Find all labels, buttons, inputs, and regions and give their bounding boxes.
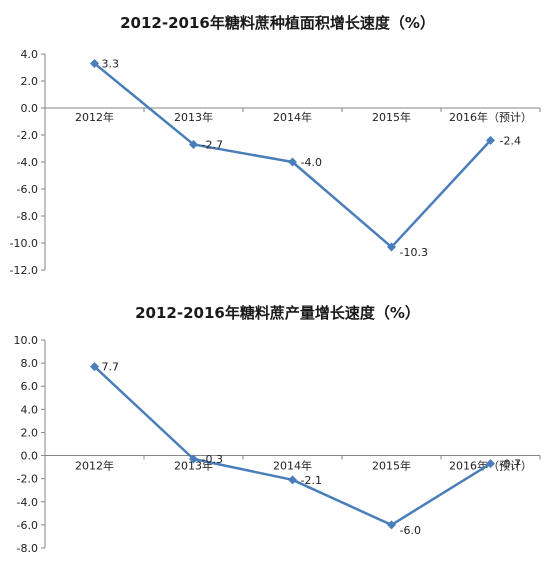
series-line bbox=[93, 365, 492, 527]
data-label: -2.1 bbox=[301, 474, 322, 487]
data-point-marker bbox=[288, 475, 297, 485]
series-line bbox=[93, 62, 492, 249]
y-tick-label: 0.0 bbox=[21, 102, 39, 115]
x-tick-label: 2015年 bbox=[372, 459, 411, 473]
area-growth-chart: 4.0 2.0 0.0 -2.0 -4.0 -6.0 -8.0 -10.0 -12.0 2012年… bbox=[10, 48, 541, 277]
data-point-marker bbox=[486, 135, 495, 145]
chart-title: 2012-2016年糖料蔗种植面积增长速度（%） bbox=[120, 14, 435, 32]
data-point-marker bbox=[189, 139, 198, 149]
y-tick-label: -6.0 bbox=[17, 519, 38, 532]
data-label: -0.7 bbox=[500, 458, 521, 471]
x-tick-label: 2013年 bbox=[174, 110, 213, 124]
y-tick-label: -10.0 bbox=[10, 237, 38, 250]
x-tick-label: 2014年 bbox=[273, 110, 312, 124]
chart-panel-output: 2012-2016年糖料蔗产量增长速度（%） 10.0 8.0 6.0 4.0 2.0 0… bbox=[0, 290, 555, 575]
x-tick-label: 2012年 bbox=[75, 459, 114, 473]
data-point-marker bbox=[90, 58, 99, 68]
y-tick-label: -8.0 bbox=[17, 210, 38, 223]
y-tick-label: 8.0 bbox=[21, 357, 39, 370]
x-tick-label: 2014年 bbox=[273, 459, 312, 473]
y-tick-label: 2.0 bbox=[21, 75, 39, 88]
data-point-marker bbox=[288, 157, 297, 167]
y-tick-label: -4.0 bbox=[17, 496, 38, 509]
data-point-marker bbox=[90, 362, 99, 372]
data-point-marker bbox=[189, 454, 198, 464]
data-label: -0.3 bbox=[202, 453, 223, 466]
data-label: -6.0 bbox=[400, 524, 421, 537]
chart-panel-area: 2012-2016年糖料蔗种植面积增长速度（%） 4.0 2.0 0.0 -2.0 -4… bbox=[0, 0, 555, 285]
data-label: -2.7 bbox=[202, 138, 223, 151]
y-tick-label: -4.0 bbox=[17, 156, 38, 169]
y-tick-label: -2.0 bbox=[17, 129, 38, 142]
y-tick-label: -8.0 bbox=[17, 542, 38, 555]
y-tick-label: 4.0 bbox=[21, 403, 39, 416]
y-tick-label: -12.0 bbox=[10, 264, 38, 277]
data-label: 3.3 bbox=[102, 57, 120, 70]
output-growth-chart: 10.0 8.0 6.0 4.0 2.0 0.0 -2.0 -4.0 -6.0 -8.0 2012年… bbox=[14, 334, 541, 555]
y-tick-label: 10.0 bbox=[14, 334, 39, 347]
x-tick-label: 2016年（预计） bbox=[449, 110, 532, 124]
x-tick-label: 2012年 bbox=[75, 110, 114, 124]
data-point-marker bbox=[387, 520, 396, 530]
y-tick-label: 0.0 bbox=[21, 450, 39, 463]
data-label: -10.3 bbox=[400, 246, 428, 259]
data-label: -4.0 bbox=[301, 156, 322, 169]
x-tick-label: 2015年 bbox=[372, 110, 411, 124]
data-point-marker bbox=[387, 242, 396, 252]
chart-title: 2012-2016年糖料蔗产量增长速度（%） bbox=[135, 304, 420, 322]
y-tick-label: 2.0 bbox=[21, 426, 39, 439]
data-label: 7.7 bbox=[102, 361, 120, 374]
data-label: -2.4 bbox=[500, 134, 521, 147]
y-tick-label: 6.0 bbox=[21, 380, 39, 393]
y-tick-label: 4.0 bbox=[21, 48, 39, 61]
data-point-marker bbox=[486, 459, 495, 469]
y-tick-label: -6.0 bbox=[17, 183, 38, 196]
y-tick-label: -2.0 bbox=[17, 473, 38, 486]
